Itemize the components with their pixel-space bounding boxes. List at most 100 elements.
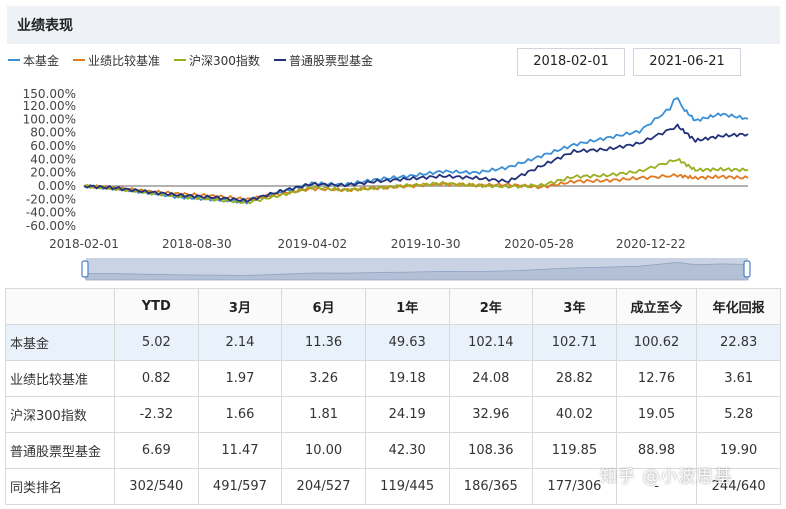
table-cell: 10.00 (281, 432, 366, 469)
chart-legend: 本基金 业绩比较基准 沪深300指数 普通股票型基金 (8, 50, 373, 70)
table-cell: 12.76 (615, 360, 698, 397)
table-cell: 11.36 (281, 324, 366, 361)
table-cell: 49.63 (364, 324, 450, 361)
performance-chart: -60.00%-40.00%-20.00%0.00%20.00%40.00%60… (23, 87, 751, 281)
series-line-fund (83, 97, 749, 205)
table-cell: 2.14 (197, 324, 283, 361)
end-date-input[interactable]: 2021-06-21 (633, 48, 741, 76)
table-cell: 42.30 (364, 432, 450, 469)
table-cell: 11.47 (197, 432, 283, 469)
y-tick-label: -60.00% (26, 219, 76, 233)
table-cell: 100.62 (615, 324, 698, 361)
table-cell: 102.14 (448, 324, 534, 361)
table-row: 同类排名 302/540 491/597 204/527 119/445 186… (5, 468, 781, 505)
x-tick-label: 2018-02-01 (49, 237, 119, 251)
legend-label-hs300: 沪深300指数 (189, 53, 260, 68)
table-header-row: YTD 3月 6月 1年 2年 3年 成立至今 年化回报 (5, 288, 781, 325)
x-tick-label: 2018-08-30 (162, 237, 232, 251)
y-tick-label: 60.00% (30, 139, 76, 153)
table-cell: 3.26 (281, 360, 366, 397)
table-header-cell: 2年 (448, 288, 534, 325)
table-row: 本基金 5.02 2.14 11.36 49.63 102.14 102.71 … (5, 324, 781, 361)
y-tick-label: -20.00% (26, 192, 76, 206)
table-cell: 0.82 (114, 360, 199, 397)
table-cell: 24.08 (448, 360, 534, 397)
table-cell: 491/597 (197, 468, 283, 505)
table-cell: 24.19 (364, 396, 450, 433)
table-cell: 19.90 (696, 432, 781, 469)
watermark: 知乎 @小波思基 (600, 467, 733, 487)
start-date-input[interactable]: 2018-02-01 (517, 48, 625, 76)
table-cell: 5.02 (114, 324, 199, 361)
table-cell: 177/306 (532, 468, 617, 505)
legend-label-fund: 本基金 (23, 53, 60, 68)
y-tick-label: 20.00% (30, 166, 76, 180)
y-tick-label: 120.00% (23, 99, 76, 113)
series-line-equity-fund (83, 123, 749, 203)
table-header-cell: 6月 (281, 288, 366, 325)
table-cell: 22.83 (696, 324, 781, 361)
row-name: 普通股票型基金 (5, 432, 115, 469)
legend-swatch-hs300 (174, 59, 187, 61)
table-cell: 102.71 (532, 324, 617, 361)
legend-swatch-benchmark (73, 59, 86, 61)
panel-title: 业绩表现 (17, 18, 73, 34)
table-cell: 119/445 (364, 468, 450, 505)
table-cell: 88.98 (615, 432, 698, 469)
row-name: 业绩比较基准 (5, 360, 115, 397)
legend-label-equity-fund: 普通股票型基金 (288, 53, 373, 68)
range-handle-left[interactable] (81, 260, 89, 278)
table-header-cell: 3月 (197, 288, 283, 325)
row-name: 本基金 (5, 324, 115, 361)
table-cell: 5.28 (696, 396, 781, 433)
table-cell: 1.66 (197, 396, 283, 433)
row-name: 同类排名 (5, 468, 115, 505)
legend-item-equity-fund[interactable]: 普通股票型基金 (273, 50, 373, 70)
y-tick-label: 0.00% (38, 179, 76, 193)
legend-swatch-fund (8, 59, 20, 61)
legend-swatch-equity-fund (273, 59, 286, 61)
x-tick-label: 2020-05-28 (504, 237, 574, 251)
y-tick-label: 100.00% (23, 112, 76, 126)
table-cell: 19.05 (615, 396, 698, 433)
table-cell: 19.18 (364, 360, 450, 397)
table-row: 普通股票型基金 6.69 11.47 10.00 42.30 108.36 11… (5, 432, 781, 469)
table-cell: 1.97 (197, 360, 283, 397)
table-cell: 3.61 (696, 360, 781, 397)
table-header-cell: 成立至今 (615, 288, 698, 325)
table-cell: - (615, 468, 698, 505)
x-tick-label: 2020-12-22 (616, 237, 686, 251)
row-name: 沪深300指数 (5, 396, 115, 433)
legend-item-benchmark[interactable]: 业绩比较基准 (73, 50, 160, 70)
legend-label-benchmark: 业绩比较基准 (88, 53, 161, 68)
table-cell: 108.36 (448, 432, 534, 469)
table-cell: 6.69 (114, 432, 199, 469)
table-cell: 32.96 (448, 396, 534, 433)
table-row: 业绩比较基准 0.82 1.97 3.26 19.18 24.08 28.82 … (5, 360, 781, 397)
table-cell: 302/540 (114, 468, 199, 505)
y-tick-label: 80.00% (30, 126, 76, 140)
table-cell: -2.32 (114, 396, 199, 433)
legend-item-fund[interactable]: 本基金 (8, 50, 59, 70)
table-row: 沪深300指数 -2.32 1.66 1.81 24.19 32.96 40.0… (5, 396, 781, 433)
x-tick-label: 2019-10-30 (391, 237, 461, 251)
y-tick-label: 150.00% (23, 87, 76, 101)
table-header-cell: 年化回报 (696, 288, 781, 325)
table-cell: 40.02 (532, 396, 617, 433)
y-tick-label: -40.00% (26, 206, 76, 220)
table-header-cell: YTD (114, 288, 199, 325)
table-cell: 204/527 (281, 468, 366, 505)
range-handle-right[interactable] (743, 260, 751, 278)
panel-header: 业绩表现 (7, 6, 780, 44)
series-line-hs300 (83, 158, 749, 205)
table-header-cell (5, 288, 115, 325)
table-cell: 28.82 (532, 360, 617, 397)
range-navigator-area (83, 261, 749, 281)
legend-item-hs300[interactable]: 沪深300指数 (174, 50, 260, 70)
y-tick-label: 40.00% (30, 152, 76, 166)
table-header-cell: 3年 (532, 288, 617, 325)
table-cell: 1.81 (281, 396, 366, 433)
table-cell: 244/640 (696, 468, 781, 505)
x-tick-label: 2019-04-02 (277, 237, 347, 251)
